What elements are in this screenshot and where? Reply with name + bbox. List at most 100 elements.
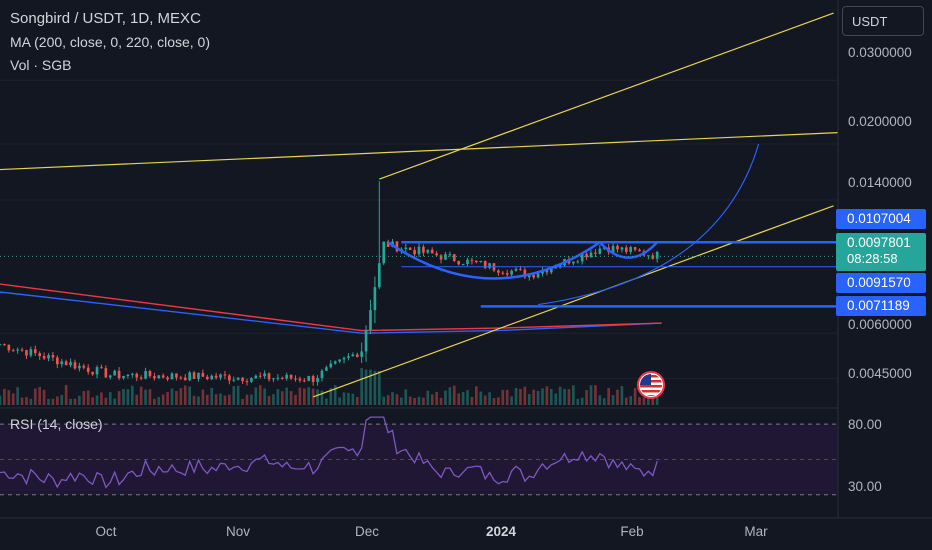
volume-bar <box>78 395 81 405</box>
rsi-line <box>0 416 658 489</box>
volume-bar <box>210 387 214 405</box>
rsi-legend[interactable]: RSI (14, close) <box>10 416 103 432</box>
candle-body <box>144 371 147 379</box>
volume-legend[interactable]: Vol · SGB <box>10 57 72 73</box>
volume-bar <box>479 391 483 405</box>
candle-body <box>347 356 350 358</box>
candle-body <box>11 350 15 352</box>
projection-curve <box>537 143 760 306</box>
rsi-tick-lower: 30.00 <box>848 479 882 494</box>
volume-bar <box>122 389 125 405</box>
volume-bar <box>144 389 147 405</box>
candle-body <box>82 365 86 368</box>
candle-body <box>338 359 341 362</box>
volume-bar <box>289 391 293 405</box>
volume-bar <box>329 387 333 405</box>
candle-body <box>355 354 359 357</box>
price-tick: 0.0045000 <box>848 366 912 381</box>
candle-body <box>272 378 275 380</box>
candle-body <box>651 255 655 259</box>
candle-body <box>576 261 580 263</box>
candle-body <box>316 378 319 382</box>
volume-bar <box>638 397 641 405</box>
volume-bar <box>549 388 553 405</box>
candle-body <box>475 260 478 263</box>
volume-bar <box>104 397 108 405</box>
us-flag-icon[interactable] <box>637 371 665 399</box>
volume-bar <box>42 389 46 405</box>
candle-body <box>214 375 218 378</box>
volume-bar <box>16 387 19 405</box>
candle-body <box>294 378 297 380</box>
candle-body <box>426 249 430 253</box>
candle-body <box>655 251 659 259</box>
time-tick: Dec <box>354 524 380 539</box>
volume-bar <box>475 386 478 405</box>
candle-body <box>572 261 575 264</box>
candle-body <box>298 378 302 381</box>
candle-body <box>0 344 2 346</box>
candle-body <box>100 367 103 369</box>
candle-body <box>228 375 231 381</box>
volume-bar <box>47 398 50 405</box>
volume-bar <box>519 389 522 405</box>
candle-body <box>47 355 50 359</box>
candle-body <box>263 373 266 377</box>
volume-bar <box>373 370 377 405</box>
volume-bar <box>558 386 562 405</box>
volume-bar <box>236 385 240 405</box>
current-price-badge: 0.0097801 08:28:58 <box>836 233 926 271</box>
candle-body <box>342 357 346 360</box>
volume-bar <box>616 389 619 405</box>
price-tick: 0.0060000 <box>848 317 912 332</box>
candle-body <box>91 371 94 375</box>
candle-body <box>439 255 443 260</box>
candle-body <box>20 349 24 351</box>
candle-body <box>38 353 42 357</box>
candle-body <box>73 362 77 369</box>
volume-bar <box>342 392 346 405</box>
candle-body <box>580 253 584 262</box>
ma-220-line <box>0 283 662 332</box>
volume-bar <box>611 395 615 405</box>
volume-bar <box>267 396 271 405</box>
candle-body <box>457 261 461 265</box>
candle-body <box>254 375 258 379</box>
trendline <box>0 132 839 171</box>
volume-bar <box>307 387 311 405</box>
volume-bar <box>629 396 633 405</box>
volume-bar <box>333 385 337 405</box>
price-tick: 0.0300000 <box>848 45 912 60</box>
time-tick: Feb <box>620 524 644 539</box>
candle-body <box>549 267 553 273</box>
candle-body <box>616 245 619 250</box>
candle-body <box>364 329 368 352</box>
candle-body <box>139 377 143 379</box>
volume-bar <box>166 391 169 405</box>
candle-body <box>201 372 205 377</box>
candle-body <box>483 261 487 268</box>
candle-body <box>86 367 90 372</box>
candle-body <box>395 241 399 252</box>
volume-bar <box>100 392 103 405</box>
cup-pattern <box>387 241 601 280</box>
candle-body <box>320 370 324 379</box>
candle-body <box>303 380 306 382</box>
chart-title: Songbird / USDT, 1D, MEXC <box>10 10 201 27</box>
volume-bar <box>602 398 606 405</box>
price-tick: 0.0140000 <box>848 175 912 190</box>
volume-bar <box>470 396 474 405</box>
ma-legend[interactable]: MA (200, close, 0, 220, close, 0) <box>10 34 210 50</box>
candle-body <box>16 349 19 351</box>
candle-body <box>435 253 438 256</box>
candle-body <box>245 381 249 383</box>
candle-body <box>183 377 187 381</box>
handle-pattern <box>598 241 659 259</box>
volume-bar <box>589 385 593 405</box>
currency-button[interactable]: USDT <box>842 6 924 36</box>
volume-bar <box>633 387 637 405</box>
volume-bar <box>347 392 350 405</box>
volume-bar <box>563 388 566 405</box>
